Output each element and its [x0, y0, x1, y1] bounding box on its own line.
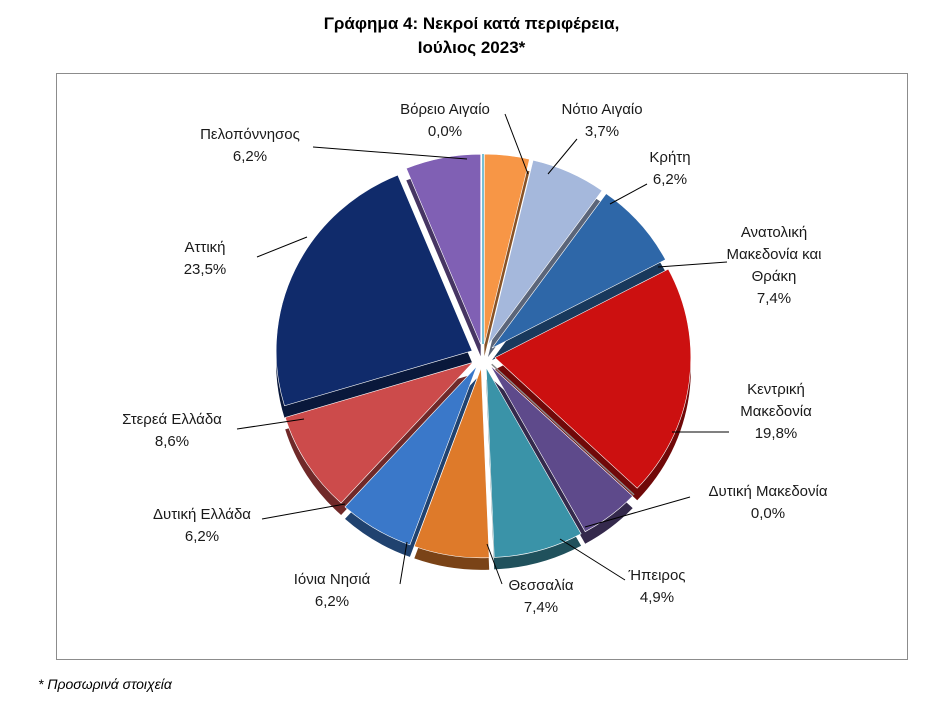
pie-slice-10 — [284, 361, 474, 504]
slice-label-3: Ανατολική Μακεδονία και Θράκη 7,4% — [726, 224, 821, 307]
leader-line-3 — [657, 261, 728, 268]
slice-label-5: Δυτική Μακεδονία 0,0% — [708, 483, 827, 522]
slice-label-8: Ιόνια Νησιά 6,2% — [294, 571, 371, 610]
slice-value-label: 3,7% — [585, 123, 619, 140]
leader-line-8 — [399, 541, 408, 585]
slice-value-label: 7,4% — [524, 599, 558, 616]
pie-slice-4 — [494, 268, 692, 489]
pie-slice-5 — [491, 363, 635, 496]
chart-title-line-2: Ιούλιος 2023* — [417, 38, 526, 57]
chart-title: Γράφημα 4: Νεκροί κατά περιφέρεια, Ιούλι… — [0, 12, 943, 60]
slice-label-0: Βόρειο Αιγαίο 0,0% — [400, 101, 490, 140]
slice-name-label: Θεσσαλία — [508, 577, 573, 594]
leader-line-12 — [312, 146, 468, 160]
slice-label-9: Δυτική Ελλάδα 6,2% — [153, 506, 251, 545]
pie-slice-3 — [491, 193, 666, 349]
slice-name-label: Μακεδονία και — [726, 246, 821, 263]
leader-line-9 — [261, 503, 346, 520]
slice-label-6: Ήπειρος 4,9% — [627, 567, 685, 606]
slice-label-4: Κεντρική Μακεδονία 19,8% — [740, 381, 812, 442]
pie-slice-6 — [490, 365, 634, 533]
slice-name-label: Δυτική Μακεδονία — [708, 483, 827, 500]
pie-chart: Βόρειο Αιγαίο 0,0% Νότιο Αιγαίο 3,7% Κρήτη 6,… — [122, 101, 828, 616]
slice-value-label: 6,2% — [185, 528, 219, 545]
slice-value-label: 0,0% — [428, 123, 462, 140]
pie-slice-7 — [485, 367, 582, 558]
leader-line-1 — [547, 138, 578, 175]
slice-value-label: 6,2% — [315, 593, 349, 610]
pie-slice-2 — [487, 159, 603, 346]
leader-line-11 — [256, 236, 308, 258]
leader-line-2 — [609, 183, 648, 205]
slice-name-label: Ανατολική — [741, 224, 807, 241]
slice-value-label: 4,9% — [640, 589, 674, 606]
leader-line-6 — [559, 538, 626, 581]
slice-value-label: 0,0% — [751, 505, 785, 522]
slice-label-2: Κρήτη 6,2% — [649, 149, 690, 188]
slice-value-label: 8,6% — [155, 433, 189, 450]
leader-line-5 — [584, 496, 691, 528]
slice-name-label: Πελοπόννησος — [200, 126, 300, 143]
pie-slice-11 — [275, 174, 473, 407]
pie-slice-12 — [405, 153, 482, 345]
slice-name-label: Κρήτη — [649, 149, 690, 166]
slice-name-label: Ιόνια Νησιά — [294, 571, 371, 588]
slice-name-label: Βόρειο Αιγαίο — [400, 101, 490, 118]
slice-label-11: Αττική 23,5% — [184, 239, 227, 278]
slice-value-label: 7,4% — [757, 290, 791, 307]
slice-value-label: 6,2% — [653, 171, 687, 188]
slice-name-label: Θράκη — [752, 268, 797, 285]
slice-label-12: Πελοπόννησος 6,2% — [200, 126, 300, 165]
leader-line-7 — [486, 543, 503, 585]
slice-label-10: Στερεά Ελλάδα 8,6% — [122, 411, 222, 450]
slice-value-label: 23,5% — [184, 261, 227, 278]
slice-value-label: 19,8% — [755, 425, 798, 442]
slice-label-1: Νότιο Αιγαίο 3,7% — [561, 101, 642, 140]
footnote: * Προσωρινά στοιχεία — [38, 676, 172, 692]
slice-name-label: Στερεά Ελλάδα — [122, 411, 222, 428]
slice-name-label: Αττική — [184, 239, 225, 256]
slice-name-label: Νότιο Αιγαίο — [561, 101, 642, 118]
chart-title-line-1: Γράφημα 4: Νεκροί κατά περιφέρεια, — [323, 14, 620, 33]
pie-slice-9 — [344, 366, 478, 546]
slice-value-label: 6,2% — [233, 148, 267, 165]
chart-frame: Βόρειο Αιγαίο 0,0% Νότιο Αιγαίο 3,7% Κρήτη 6,… — [56, 73, 908, 660]
slice-name-label: Δυτική Ελλάδα — [153, 506, 251, 523]
slice-name-label: Ήπειρος — [627, 567, 685, 584]
slice-label-7: Θεσσαλία 7,4% — [508, 577, 573, 616]
leader-line-10 — [236, 418, 305, 430]
leader-line-0 — [504, 113, 529, 175]
pie-slice-1 — [484, 153, 530, 345]
slice-name-label: Μακεδονία — [740, 403, 812, 420]
pie-slice-8 — [413, 367, 490, 559]
slice-name-label: Κεντρική — [747, 381, 805, 398]
